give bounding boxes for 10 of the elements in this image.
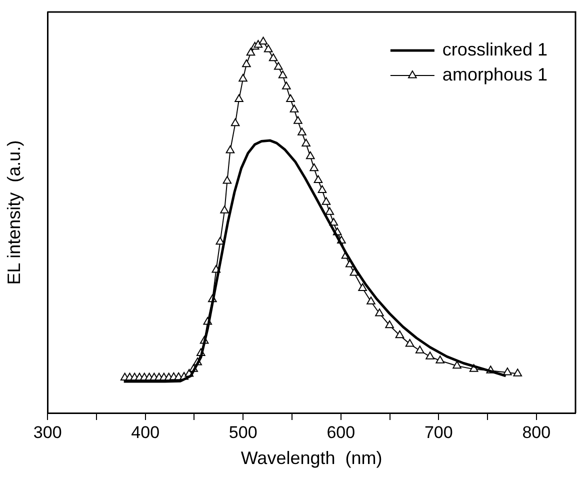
x-axis-title: Wavelength (nm) xyxy=(240,448,382,468)
x-tick-label: 300 xyxy=(33,422,62,442)
x-tick-label: 500 xyxy=(228,422,258,442)
x-tick-label: 700 xyxy=(424,422,453,442)
legend-label: amorphous 1 xyxy=(442,64,548,84)
legend-label: crosslinked 1 xyxy=(442,39,548,60)
x-tick-label: 400 xyxy=(131,422,160,442)
x-tick-label: 800 xyxy=(522,422,551,442)
x-tick-label: 600 xyxy=(326,422,356,442)
y-axis-title: EL intensity (a.u.) xyxy=(4,140,24,285)
